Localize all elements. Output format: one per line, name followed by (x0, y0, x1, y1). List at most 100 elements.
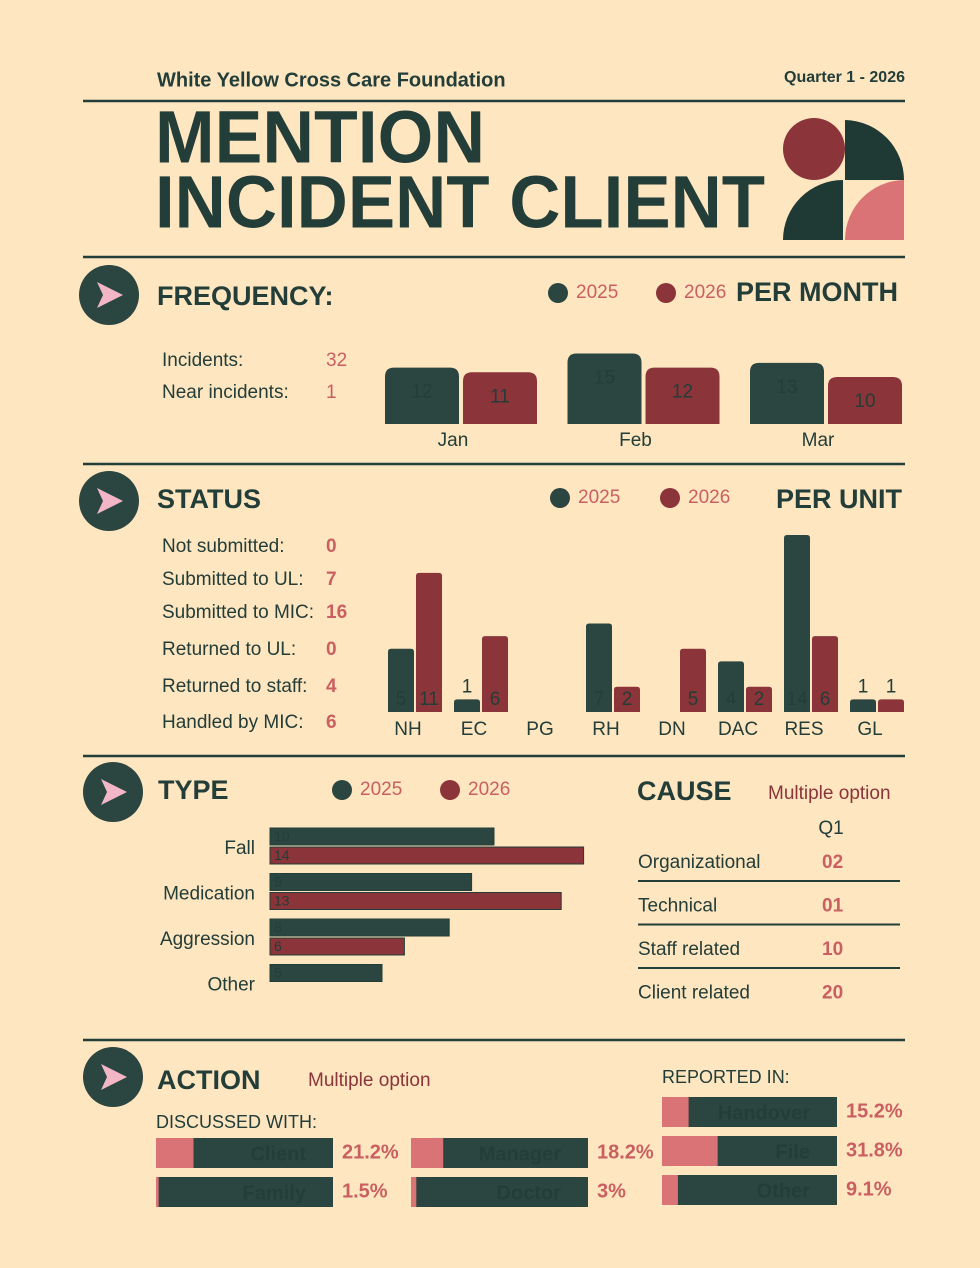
stat-value: 6 (326, 712, 337, 733)
legend-dot (332, 780, 352, 800)
value-label: 1 (886, 676, 897, 697)
value-label: 1 (858, 676, 869, 697)
value-label: 14 (786, 689, 808, 710)
value-label: 4 (726, 689, 737, 710)
section-heading: CAUSE (637, 776, 732, 806)
stat-value: 4 (326, 676, 337, 697)
x-tick-label: Jan (438, 430, 469, 451)
bar-label: Other (757, 1180, 811, 1202)
x-tick-label: EC (461, 719, 487, 740)
stat-value: 1 (326, 382, 337, 403)
chart-title: PER MONTH (736, 277, 898, 307)
section-heading: FREQUENCY: (157, 281, 334, 311)
row-label: Technical (638, 896, 717, 917)
bar (878, 699, 904, 712)
y-tick-label: Medication (163, 884, 255, 905)
value-label: 13 (274, 893, 290, 909)
stat-label: Near incidents: (162, 382, 289, 403)
bar-label: File (776, 1141, 810, 1163)
bar (269, 827, 495, 846)
legend-dot (660, 488, 680, 508)
bar-label: Doctor (497, 1182, 562, 1204)
value-label: 10 (274, 828, 290, 844)
value-label: 9.1% (846, 1178, 892, 1200)
bar-track (662, 1175, 837, 1205)
bar (156, 1177, 159, 1207)
bar (812, 636, 838, 712)
value-label: 6 (490, 689, 501, 710)
bar (828, 377, 902, 424)
stat-label: Incidents: (162, 350, 243, 371)
y-tick-label: Other (207, 975, 255, 996)
bar (482, 636, 508, 712)
bar (662, 1175, 678, 1205)
title-line: INCIDENT CLIENT (155, 161, 765, 244)
value-label: 7 (594, 689, 605, 710)
bar (750, 362, 824, 424)
bar (385, 367, 459, 424)
bar (269, 846, 585, 865)
bar (388, 648, 414, 712)
value-label: 11 (490, 386, 510, 407)
row-value: 01 (822, 896, 844, 917)
title-line: MENTION (155, 96, 485, 179)
stat-value: 0 (326, 536, 337, 557)
value-label: 15.2% (846, 1100, 903, 1122)
org-name: White Yellow Cross Care Foundation (157, 69, 506, 91)
bar (746, 686, 772, 712)
bar (718, 661, 744, 712)
row-value: 02 (822, 852, 843, 873)
section-heading: ACTION (157, 1065, 261, 1095)
value-label: 6 (820, 689, 831, 710)
bar (463, 372, 537, 424)
legend-label: 2026 (468, 779, 510, 800)
value-label: 6 (274, 938, 282, 954)
x-tick-label: RH (592, 719, 619, 740)
logo-circle (783, 118, 845, 180)
section-heading: STATUS (157, 484, 261, 514)
value-label: 3% (597, 1180, 626, 1202)
value-label: 21.2% (342, 1141, 399, 1163)
legend-label: 2026 (684, 282, 726, 303)
logo-quarter (845, 120, 905, 180)
stat-label: Submitted to MIC: (162, 602, 314, 623)
bar (645, 367, 720, 424)
bar (662, 1136, 718, 1166)
column-header: Q1 (818, 818, 843, 839)
x-tick-label: NH (394, 719, 421, 740)
legend-dot (440, 780, 460, 800)
legend-label: 2025 (576, 282, 618, 303)
value-label: 1.5% (342, 1180, 388, 1202)
stat-value: 32 (326, 350, 347, 371)
bar (850, 699, 876, 712)
value-label: 12 (672, 382, 693, 403)
note: Multiple option (768, 783, 891, 804)
bar (662, 1097, 689, 1127)
bar (680, 648, 706, 712)
legend-dot (548, 283, 568, 303)
stat-value: 0 (326, 639, 337, 660)
bar (156, 1138, 194, 1168)
bar (784, 535, 810, 712)
bar (411, 1138, 444, 1168)
bar (614, 686, 640, 712)
legend-label: 2026 (688, 487, 730, 508)
bar (567, 353, 642, 424)
bar-label: Handover (718, 1102, 810, 1124)
row-label: Client related (638, 983, 750, 1004)
legend-label: 2025 (360, 779, 402, 800)
logo-graphic (783, 118, 905, 240)
bar (416, 572, 442, 712)
stat-label: Submitted to UL: (162, 569, 304, 590)
row-value: 20 (822, 983, 843, 1004)
value-label: 11 (419, 689, 439, 710)
chart-title: REPORTED IN: (662, 1067, 790, 1087)
bar (269, 918, 450, 937)
bar-track (411, 1177, 588, 1207)
x-tick-label: RES (784, 719, 823, 740)
stat-label: Handled by MIC: (162, 712, 304, 733)
section-heading: TYPE (158, 775, 229, 805)
section-icon-arrow (101, 779, 127, 805)
value-label: 5 (396, 689, 407, 710)
stat-label: Returned to UL: (162, 639, 296, 660)
